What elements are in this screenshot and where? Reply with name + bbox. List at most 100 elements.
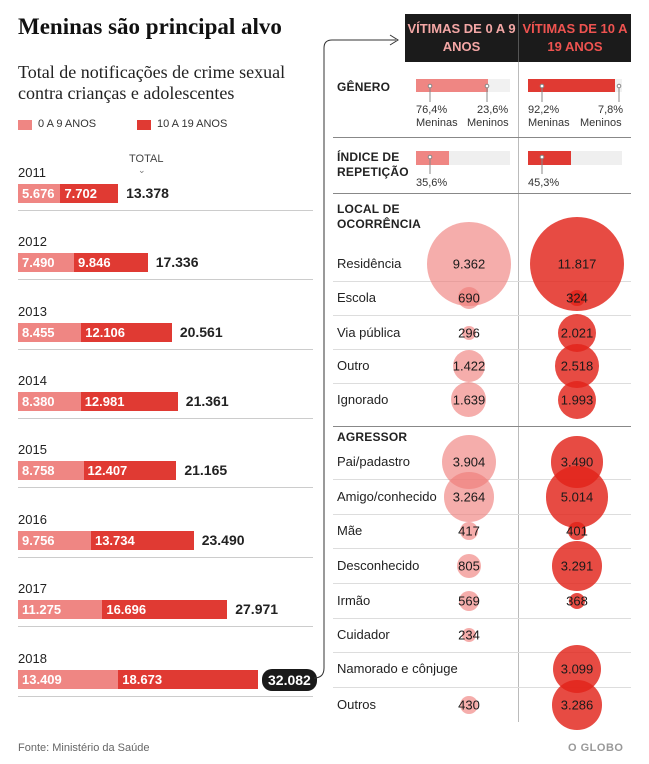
year-divider [18,696,313,697]
legend-swatch-10-19 [137,120,151,130]
bar-segment-0-9: 13.409 [18,670,119,689]
row-divider [333,583,631,584]
local-bubble-value: 1.422 [452,358,486,374]
agressor-bubble-value: 3.904 [452,454,486,470]
year-label: 2013 [18,304,47,319]
genero-c1-meninos-name: Meninos [467,117,509,129]
year-divider [18,279,313,280]
year-divider [18,349,313,350]
header-col-0-9-text: VÍTIMAS DE 0 A 9 ANOS [407,21,516,54]
chart-subtitle: Total de notificações de crime sexual co… [18,62,286,103]
year-label: 2012 [18,234,47,249]
row-divider [333,687,631,688]
agressor-bubble-value: 3.264 [452,489,486,505]
local-bubble-10-19 [555,344,599,388]
row-divider [333,618,631,619]
genero-c1-meninas-name: Meninas [416,117,458,129]
bar-total-label: 21.361 [185,393,229,409]
local-bubble-0-9 [461,325,477,341]
agressor-bubble-value: 3.490 [560,454,594,470]
year-divider [18,418,313,419]
year-label: 2017 [18,581,47,596]
agressor-row-label: Outros [337,697,377,712]
genero-c2-meninas-name: Meninas [528,117,570,129]
local-row-label: Residência [337,256,402,271]
agressor-row-label: Namorado e cônjuge [337,661,458,676]
agressor-bubble-0-9 [458,590,480,612]
agressor-bubble-value: 401 [566,523,588,539]
local-bubble-0-9 [451,382,487,418]
bar-segment-0-9: 11.275 [18,600,103,619]
total-column-label: TOTAL [129,153,164,165]
row-divider [333,315,631,316]
agressor-bubble-0-9 [460,696,478,714]
agressor-row-label: Cuidador [337,627,390,642]
bar-total-label: 17.336 [155,254,199,270]
bar-segment-0-9: 8.380 [18,392,81,411]
genero-bar-10-19 [528,79,622,92]
section-divider [333,426,631,427]
agressor-row-label: Mãe [337,523,363,538]
local-bubble-value: 9.362 [452,256,486,272]
agressor-label: AGRESSOR [337,430,408,444]
year-divider [18,626,313,627]
local-bubble-value: 2.518 [560,358,594,374]
local-bubble-value: 296 [458,325,480,341]
header-col-10-19-text: VÍTIMAS DE 10 A 19 ANOS [522,21,628,54]
year-divider [18,487,313,488]
bar-total-label: 27.971 [235,601,279,617]
source-note: Fonte: Ministério da Saúde [18,742,150,754]
bar-total-label: 13.378 [126,185,169,201]
bar-segment-0-9: 8.758 [18,461,84,480]
legend-swatch-0-9 [18,120,32,130]
agressor-bubble-0-9 [444,472,494,522]
agressor-bubble-value: 234 [458,627,480,643]
repeticao-c2-pct: 45,3% [528,177,560,189]
local-bubble-value: 2.021 [560,325,594,341]
legend-label-10-19: 10 A 19 ANOS [157,118,228,130]
repeticao-bar-10-19 [528,151,622,165]
agressor-bubble-10-19 [568,592,586,610]
year-divider [18,557,313,558]
agressor-bubble-value: 569 [458,593,480,609]
local-bubble-value: 324 [566,290,588,306]
bar-total-label: 20.561 [179,324,223,340]
agressor-bubble-value: 3.099 [560,661,594,677]
total-arrow-icon: ⌄ [138,165,146,175]
bar-segment-10-19: 7.702 [60,184,119,203]
legend-label-0-9: 0 A 9 ANOS [38,118,97,130]
bar-total-label: 32.082 [262,669,317,691]
agressor-row-label: Amigo/conhecido [337,489,437,504]
local-row-label: Ignorado [337,392,389,407]
header-divider [518,14,519,62]
repeticao-label: ÍNDICE DE REPETIÇÃO [337,150,409,179]
bar-segment-10-19: 13.734 [90,531,194,550]
year-label: 2011 [18,165,46,180]
agressor-row-label: Desconhecido [337,558,420,573]
bar-segment-0-9: 9.756 [18,531,91,550]
genero-markers [427,83,622,102]
row-divider [333,652,631,653]
repeticao-c1-pct: 35,6% [416,177,448,189]
genero-label: GÊNERO [337,80,391,94]
bar-segment-10-19: 12.981 [80,392,178,411]
genero-c2-meninos-pct: 7,8% [598,104,624,116]
bar-total-label: 23.490 [201,532,245,548]
header-col-0-9: VÍTIMAS DE 0 A 9 ANOS [405,20,518,56]
repeticao-bar-0-9 [416,151,510,165]
repeticao-markers [427,154,545,174]
section-divider [333,137,631,138]
row-divider [333,383,631,384]
publisher-logo: O GLOBO [568,742,624,754]
agressor-bubble-10-19 [552,680,602,730]
bar-segment-10-19: 16.696 [102,600,228,619]
local-label: LOCAL DE OCORRÊNCIA [337,202,422,231]
genero-c2-meninas-pct: 92,2% [528,104,560,116]
agressor-bubble-10-19 [552,541,602,591]
agressor-bubble-10-19 [546,466,608,528]
page-title: Meninas são principal alvo [18,14,282,39]
agressor-bubble-value: 430 [458,697,480,713]
bar-segment-10-19: 18.673 [118,670,258,689]
agressor-bubble-value: 3.286 [560,697,594,713]
section-divider [333,193,631,194]
